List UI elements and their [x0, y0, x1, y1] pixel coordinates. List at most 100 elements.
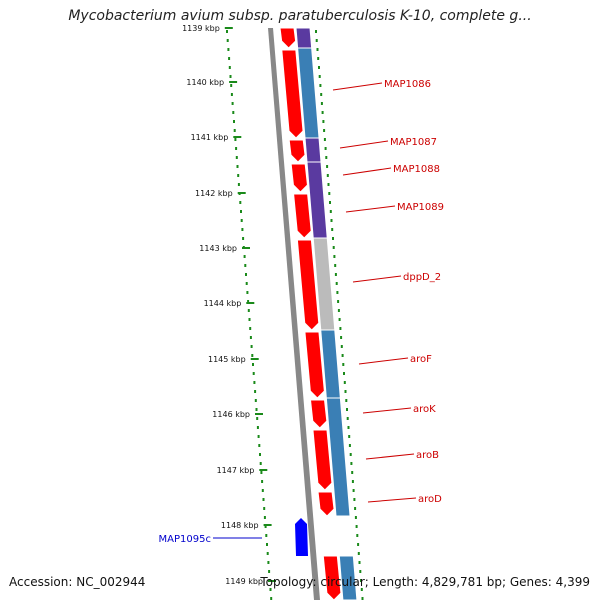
forward-gene-arrow: [290, 163, 308, 193]
dot-right: [335, 282, 338, 285]
dot-right: [326, 174, 329, 177]
dot-right: [339, 327, 342, 330]
dot-right: [317, 57, 320, 60]
dot-right: [324, 147, 327, 150]
tick-mark: [229, 81, 238, 83]
tick-mark: [250, 358, 259, 360]
dot-right: [344, 390, 347, 393]
gene-label-MAP1088: MAP1088: [393, 164, 440, 175]
tick-label: 1140 kbp: [186, 78, 224, 87]
tick-mark: [242, 247, 250, 249]
dot-right: [323, 129, 326, 132]
dot-left: [230, 84, 233, 87]
dot-left: [237, 174, 240, 177]
dot-left: [263, 507, 266, 510]
gene-label-MAP1095c: MAP1095c: [159, 534, 211, 545]
tick-mark: [255, 413, 263, 415]
label-leader-line: [365, 453, 415, 460]
dot-right: [354, 516, 357, 519]
dot-right: [330, 219, 333, 222]
dot-left: [265, 534, 268, 537]
gene-label-aroD: aroD: [418, 494, 442, 505]
forward-gene-arrow: [304, 331, 325, 399]
dot-right: [315, 30, 317, 33]
dot-left: [254, 390, 257, 393]
gene-label-aroF: aroF: [410, 354, 432, 365]
forward-gene-arrow: [312, 429, 333, 491]
label-leader-line: [367, 497, 417, 503]
dot-right: [348, 444, 351, 447]
dot-left: [246, 291, 249, 294]
dot-left: [258, 444, 261, 447]
dot-left: [251, 354, 254, 357]
dot-right: [320, 102, 323, 105]
dot-left: [235, 156, 238, 159]
dot-right: [332, 237, 334, 240]
tick-label: 1144 kbp: [204, 299, 242, 308]
dot-left: [226, 39, 229, 42]
forward-gene-arrow: [317, 491, 335, 517]
dot-left: [230, 93, 233, 96]
accession-text: Accession: NC_002944: [9, 575, 146, 589]
topology-text: Topology: circular; Length: 4,829,781 bp…: [260, 575, 590, 589]
cds-block: [325, 397, 351, 517]
dot-right: [316, 48, 319, 51]
label-leader-line: [352, 275, 402, 283]
gene-label-dppD_2: dppD_2: [403, 272, 441, 283]
dot-left: [250, 345, 253, 348]
gene-label-aroB: aroB: [416, 450, 439, 461]
map-title: Mycobacterium avium subsp. paratuberculo…: [68, 8, 532, 24]
tick-label: 1146 kbp: [212, 410, 250, 419]
tick-label: 1147 kbp: [217, 466, 255, 475]
forward-gene-arrow: [281, 49, 304, 139]
dot-right: [357, 543, 360, 546]
cds-block: [304, 137, 322, 163]
forward-gene-arrow: [322, 555, 342, 600]
dot-right: [332, 246, 335, 249]
tick-label: 1148 kbp: [221, 521, 259, 530]
dot-left: [253, 381, 256, 384]
tick-label: 1149 kbp: [225, 577, 263, 586]
forward-gene-arrow: [296, 239, 320, 331]
label-leader-line: [339, 140, 389, 149]
label-leader-line: [342, 167, 392, 176]
label-leader-line: [358, 357, 409, 365]
dot-right: [323, 138, 326, 141]
dot-left: [241, 228, 244, 231]
tick-mark: [233, 136, 242, 138]
dot-left: [252, 372, 255, 375]
tick-mark: [259, 469, 268, 471]
dot-left: [261, 480, 264, 483]
dot-right: [326, 165, 329, 168]
dot-right: [337, 309, 340, 312]
dot-left: [233, 129, 236, 132]
dot-left: [266, 552, 269, 555]
dot-left: [263, 516, 266, 519]
dot-right: [342, 363, 345, 366]
dot-left: [262, 498, 265, 501]
dot-left: [233, 120, 235, 123]
dot-left: [267, 561, 270, 564]
feature-tracks: [279, 27, 358, 600]
dot-left: [228, 57, 231, 60]
dot-right: [334, 264, 337, 267]
dot-right: [327, 183, 330, 186]
dot-right: [357, 552, 360, 555]
dot-left: [242, 237, 245, 240]
dot-right: [320, 93, 323, 96]
dot-left: [245, 282, 248, 285]
forward-gene-arrow: [309, 399, 328, 429]
dot-right: [334, 273, 337, 276]
dot-right: [346, 417, 349, 420]
tick-mark: [246, 302, 255, 304]
dot-right: [360, 588, 363, 591]
gene-labels: MAP1086 MAP1087 MAP1088 MAP1089 dppD_2 aroF ar…: [159, 79, 444, 545]
dot-right: [355, 525, 358, 528]
dot-left: [248, 318, 251, 321]
dot-right: [352, 489, 355, 492]
dot-right: [343, 381, 346, 384]
dot-right: [336, 291, 339, 294]
tick-label: 1145 kbp: [208, 355, 246, 364]
tick-mark: [237, 192, 246, 194]
